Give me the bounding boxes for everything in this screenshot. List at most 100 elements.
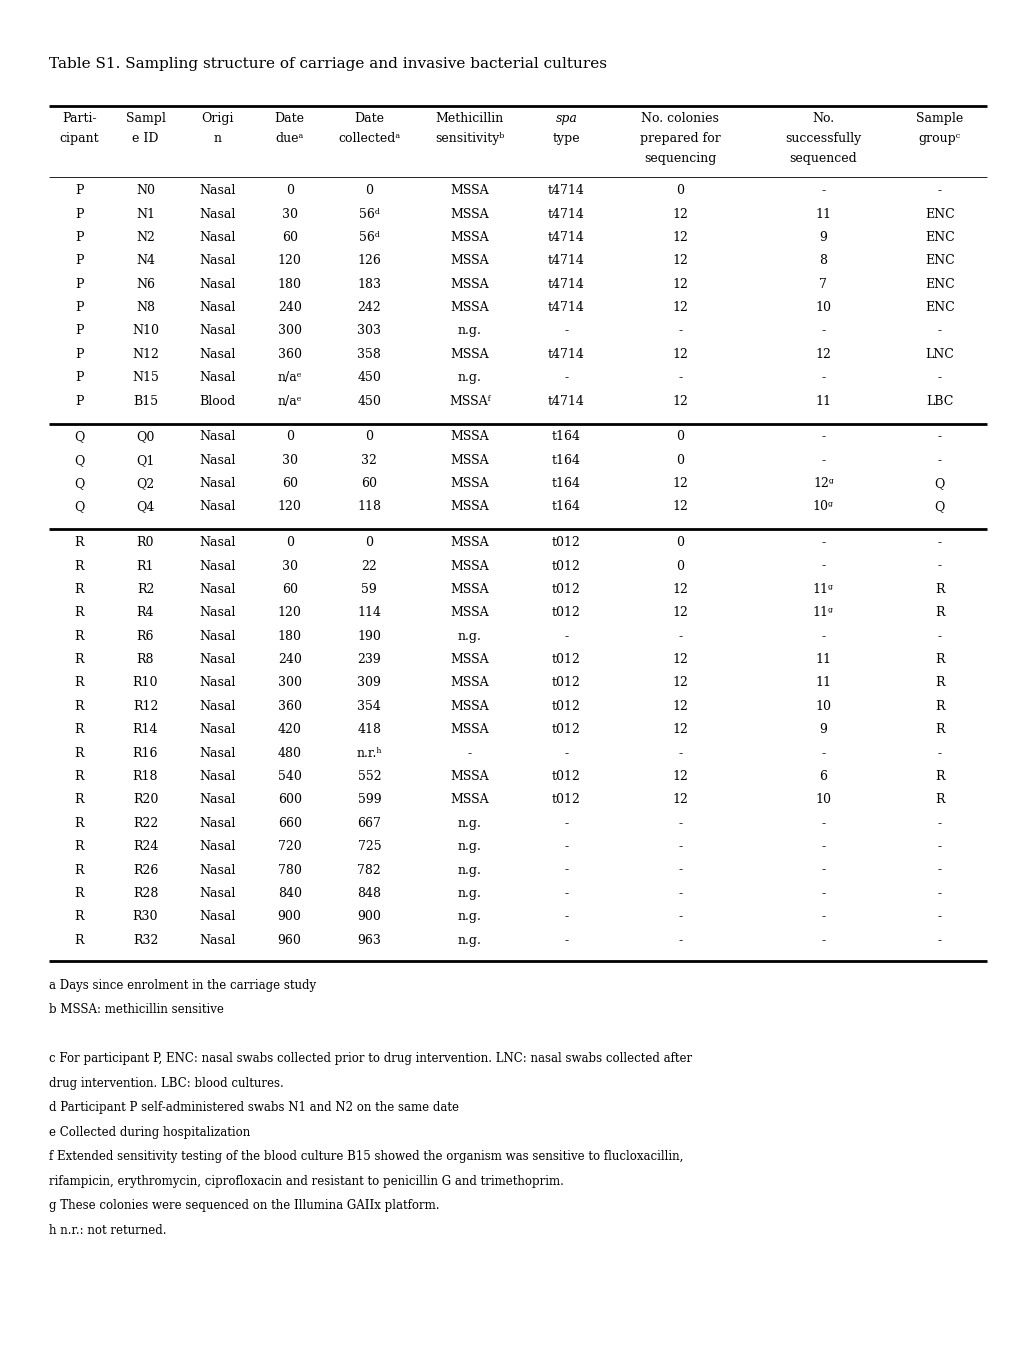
Text: h n.r.: not returned.: h n.r.: not returned. [49,1224,166,1236]
Text: R: R [74,536,84,549]
Text: type: type [552,132,580,144]
Text: Nasal: Nasal [199,887,235,900]
Text: 725: 725 [357,840,381,853]
Text: -: - [564,840,568,853]
Text: Date: Date [354,112,384,125]
Text: MSSA: MSSA [450,454,489,466]
Text: ENC: ENC [924,254,954,268]
Text: 600: 600 [277,793,302,806]
Text: Blood: Blood [199,394,235,408]
Text: 30: 30 [281,208,298,220]
Text: n.r.ʰ: n.r.ʰ [356,747,382,760]
Text: Nasal: Nasal [199,325,235,337]
Text: n.g.: n.g. [458,840,481,853]
Text: P: P [74,301,84,314]
Text: t4714: t4714 [547,348,584,360]
Text: Nasal: Nasal [199,676,235,690]
Text: 420: 420 [277,724,302,736]
Text: R12: R12 [132,700,158,713]
Text: -: - [936,840,941,853]
Text: 848: 848 [357,887,381,900]
Text: 12ᵍ: 12ᵍ [812,477,833,490]
Text: Nasal: Nasal [199,630,235,643]
Text: MSSA: MSSA [450,231,489,243]
Text: 12: 12 [672,724,688,736]
Text: 10: 10 [814,793,830,806]
Text: MSSA: MSSA [450,500,489,514]
Text: -: - [820,325,824,337]
Text: ENC: ENC [924,301,954,314]
Text: MSSA: MSSA [450,208,489,220]
Text: 11: 11 [814,394,830,408]
Text: R: R [934,793,944,806]
Text: Q2: Q2 [137,477,155,490]
Text: 354: 354 [357,700,381,713]
Text: n: n [213,132,221,144]
Text: MSSA: MSSA [450,348,489,360]
Text: Nasal: Nasal [199,840,235,853]
Text: t012: t012 [551,583,580,596]
Text: 60: 60 [281,231,298,243]
Text: 0: 0 [285,430,293,443]
Text: 8: 8 [818,254,826,268]
Text: 22: 22 [361,559,377,573]
Text: Nasal: Nasal [199,747,235,760]
Text: Table S1. Sampling structure of carriage and invasive bacterial cultures: Table S1. Sampling structure of carriage… [49,57,606,71]
Text: 12: 12 [672,793,688,806]
Text: R16: R16 [132,747,158,760]
Text: 11: 11 [814,676,830,690]
Text: t4714: t4714 [547,394,584,408]
Text: R8: R8 [137,653,154,666]
Text: 6: 6 [818,770,826,783]
Text: 11ᵍ: 11ᵍ [812,583,834,596]
Text: n.g.: n.g. [458,630,481,643]
Text: -: - [678,864,682,877]
Text: R: R [74,864,84,877]
Text: -: - [936,325,941,337]
Text: 12: 12 [672,231,688,243]
Text: R: R [74,583,84,596]
Text: -: - [678,910,682,923]
Text: successfully: successfully [785,132,861,144]
Text: R: R [934,583,944,596]
Text: 118: 118 [357,500,381,514]
Text: -: - [936,184,941,197]
Text: t012: t012 [551,793,580,806]
Text: 32: 32 [361,454,377,466]
Text: t164: t164 [551,454,581,466]
Text: 12: 12 [814,348,830,360]
Text: 126: 126 [357,254,381,268]
Text: -: - [678,887,682,900]
Text: MSSA: MSSA [450,184,489,197]
Text: R32: R32 [132,934,158,947]
Text: -: - [564,887,568,900]
Text: t4714: t4714 [547,254,584,268]
Text: -: - [678,371,682,385]
Text: n/aᵉ: n/aᵉ [277,371,302,385]
Text: No.: No. [811,112,834,125]
Text: 0: 0 [676,536,684,549]
Text: 12: 12 [672,348,688,360]
Text: R28: R28 [132,887,158,900]
Text: R: R [74,607,84,619]
Text: 10ᵍ: 10ᵍ [812,500,834,514]
Text: R: R [74,724,84,736]
Text: Nasal: Nasal [199,454,235,466]
Text: 540: 540 [277,770,302,783]
Text: b MSSA: methicillin sensitive: b MSSA: methicillin sensitive [49,1004,227,1016]
Text: Sampl: Sampl [125,112,165,125]
Text: -: - [936,747,941,760]
Text: Nasal: Nasal [199,348,235,360]
Text: Nasal: Nasal [199,301,235,314]
Text: f Extended sensitivity testing of the blood culture B15 showed the organism was : f Extended sensitivity testing of the bl… [49,1151,683,1163]
Text: 782: 782 [357,864,381,877]
Text: MSSA: MSSA [450,277,489,291]
Text: LNC: LNC [924,348,953,360]
Text: R: R [934,676,944,690]
Text: -: - [820,184,824,197]
Text: drug intervention. LBC: blood cultures.: drug intervention. LBC: blood cultures. [49,1077,283,1089]
Text: R10: R10 [132,676,158,690]
Text: 180: 180 [277,630,302,643]
Text: Q1: Q1 [137,454,155,466]
Text: 0: 0 [676,184,684,197]
